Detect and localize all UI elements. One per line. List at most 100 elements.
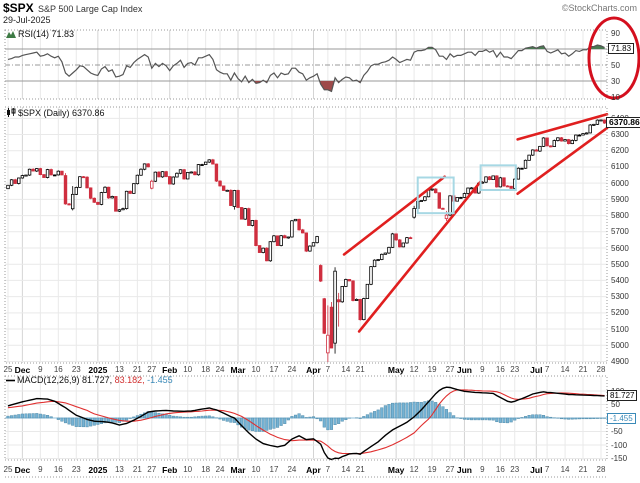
date-label: Dec [14, 364, 31, 375]
candle-body [509, 185, 513, 189]
macd-histogram-bar [268, 417, 272, 430]
candle-body [218, 180, 222, 187]
macd-histogram-bar [570, 417, 574, 420]
candle-body [408, 237, 413, 240]
candle-body [229, 189, 233, 206]
candle-body [265, 247, 269, 262]
candle-body [487, 176, 492, 181]
macd-histogram-bar [74, 417, 78, 427]
macd-histogram-bar [164, 414, 168, 419]
candle-body [405, 237, 409, 244]
macd-histogram-bar [549, 416, 553, 419]
candle-body [351, 280, 355, 301]
candle-body [315, 236, 319, 244]
date-label: 25 [3, 464, 13, 474]
candle-body [171, 176, 176, 185]
macd-histogram-bar [17, 414, 21, 419]
date-label: 7 [325, 464, 331, 474]
date-label: 27 [147, 464, 157, 474]
macd-histogram-bar [541, 415, 546, 419]
macd-histogram-bar [85, 417, 89, 428]
candle-body [24, 174, 28, 177]
macd-histogram-bar [293, 414, 298, 419]
candle-body [588, 124, 592, 134]
candle-body [340, 286, 344, 303]
candle-body [135, 174, 140, 185]
macd-histogram-bar [581, 417, 585, 420]
date-label: Jun [456, 464, 472, 475]
macd-histogram-bar [193, 416, 197, 419]
macd-histogram-bar [286, 417, 290, 421]
macd-histogram-bar [250, 417, 254, 432]
macd-histogram-bar [240, 417, 244, 428]
macd-histogram-bar [502, 417, 506, 423]
candle-body [121, 208, 125, 211]
candle-body [70, 193, 75, 210]
date-label: 21 [578, 464, 588, 474]
macd-histogram-bar [20, 413, 24, 419]
macd-histogram-bar [495, 417, 499, 423]
candle-body [203, 161, 208, 165]
candle-body [247, 208, 251, 226]
macd-histogram-bar [125, 417, 129, 421]
date-label: 28 [596, 464, 606, 474]
candle-body [433, 188, 438, 194]
candle-body [153, 171, 158, 182]
macd-histogram-bar [513, 417, 517, 421]
candle-body [304, 232, 308, 252]
candle-body [556, 137, 560, 141]
candle-body [412, 208, 416, 218]
candle-body [318, 265, 323, 282]
price-axis-label: 5900 [611, 194, 629, 204]
date-label: 21 [355, 364, 365, 374]
macd-label: MACD(12,26,9) 81.727, 83.182, -1.455 [6, 375, 173, 386]
macd-histogram-bar [128, 417, 132, 419]
candle-body [13, 179, 17, 184]
candle-body [344, 279, 348, 287]
date-label: 16 [53, 364, 63, 374]
macd-histogram-bar [380, 407, 384, 419]
macd-histogram-bar [412, 401, 416, 419]
candle-body [250, 220, 255, 226]
date-label: 7 [544, 464, 550, 474]
macd-histogram-bar [462, 417, 466, 420]
date-label: Feb [162, 364, 178, 375]
macd-histogram-bar [49, 416, 53, 419]
candle-body [160, 171, 165, 178]
candle-body [383, 252, 388, 255]
macd-histogram-bar [160, 413, 165, 419]
annotation-box [479, 164, 517, 191]
date-label: 21 [578, 364, 588, 374]
macd-histogram-bar [448, 412, 452, 419]
candle-body [523, 159, 528, 169]
macd-histogram-bar [538, 414, 542, 419]
rsi-axis-label: 90 [611, 28, 620, 38]
macd-histogram-bar [319, 417, 323, 422]
macd-histogram-bar [272, 417, 276, 429]
macd-histogram-bar [329, 417, 334, 430]
candle-body [196, 164, 201, 176]
macd-histogram-bar [470, 417, 474, 421]
macd-histogram-bar [333, 417, 337, 425]
candle-body [53, 174, 57, 177]
trendline [357, 180, 482, 333]
macd-histogram-bar [258, 417, 262, 432]
date-label: 10 [251, 364, 261, 374]
macd-histogram-bar [426, 400, 431, 419]
candle-body [178, 169, 183, 174]
candle-body [293, 218, 298, 222]
date-label: 19 [427, 464, 437, 474]
macd-histogram-bar [229, 417, 233, 423]
candle-body [577, 134, 582, 137]
candle-body [81, 176, 86, 179]
macd-histogram-bar [308, 416, 312, 419]
candle-body [423, 196, 427, 201]
date-label: 7 [544, 364, 550, 374]
macd-histogram-bar [24, 413, 28, 419]
macd-histogram-bar [171, 415, 175, 419]
macd-histogram-bar [81, 417, 86, 428]
date-label: Jul [530, 464, 543, 475]
macd-histogram-bar [178, 416, 183, 419]
macd-histogram-bar [466, 417, 470, 420]
date-label: 14 [341, 464, 351, 474]
